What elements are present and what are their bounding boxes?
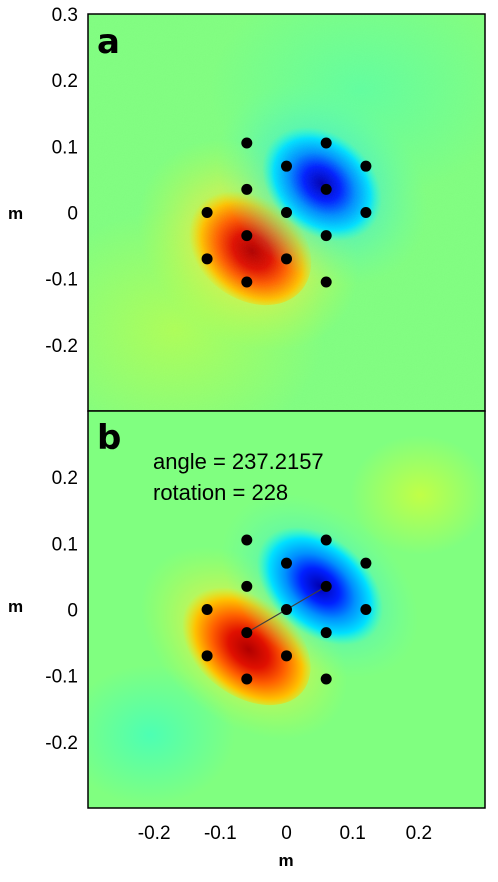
y-tick-label: 0.2 xyxy=(52,468,78,489)
sensor-point xyxy=(320,230,332,242)
sensor-point xyxy=(320,534,332,546)
y-tick-label: 0 xyxy=(67,204,78,225)
y-tick-label: 0.1 xyxy=(52,137,78,158)
sensor-point xyxy=(241,580,253,592)
panel-a-yticks: 0.3 0.2 0.1 0 -0.1 -0.2 xyxy=(45,5,78,357)
y-tick-label: 0.3 xyxy=(52,5,78,26)
sensor-point xyxy=(281,207,292,218)
sensor-point xyxy=(201,650,213,662)
y-tick-label: -0.1 xyxy=(45,270,78,291)
panel-b-xlabel: m xyxy=(278,851,293,870)
x-tick-label: 0 xyxy=(281,823,292,844)
rotation-annotation: rotation = 228 xyxy=(153,480,288,505)
panel-b-xticks: -0.2 -0.1 0 0.1 0.2 xyxy=(138,823,432,844)
y-tick-label: 0 xyxy=(67,601,78,622)
y-tick-label: 0.2 xyxy=(52,71,78,92)
sensor-point xyxy=(201,604,213,615)
panel-a-ylabel: m xyxy=(8,204,23,223)
sensor-point xyxy=(281,650,292,662)
sensor-point xyxy=(281,604,292,615)
sensor-point xyxy=(281,160,292,172)
y-tick-label: -0.1 xyxy=(45,667,78,688)
sensor-point xyxy=(241,276,253,288)
sensor-point xyxy=(241,627,253,639)
sensor-point xyxy=(320,627,332,639)
panel-a: a m 0.3 0.2 0.1 0 -0.1 -0.2 xyxy=(8,5,486,412)
sensor-point xyxy=(360,557,372,569)
sensor-point xyxy=(241,183,253,195)
sensor-point xyxy=(360,160,372,172)
panel-a-field xyxy=(88,14,485,411)
sensor-point xyxy=(201,207,213,218)
y-tick-label: 0.1 xyxy=(52,534,78,555)
x-tick-label: -0.1 xyxy=(204,823,237,844)
sensor-point xyxy=(320,580,332,592)
panel-b-ylabel: m xyxy=(8,597,23,616)
sensor-point xyxy=(241,534,253,546)
sensor-point xyxy=(281,557,292,569)
sensor-point xyxy=(320,183,332,195)
sensor-point xyxy=(241,230,253,242)
panel-b-field xyxy=(88,411,485,808)
sensor-point xyxy=(360,207,372,218)
sensor-point xyxy=(320,673,332,685)
y-tick-label: -0.2 xyxy=(45,336,78,357)
sensor-point xyxy=(241,137,253,149)
sensor-point xyxy=(281,253,292,265)
sensor-point xyxy=(201,253,213,265)
x-tick-label: 0.1 xyxy=(339,823,365,844)
x-tick-label: -0.2 xyxy=(138,823,171,844)
sensor-point xyxy=(320,137,332,149)
panel-b-points xyxy=(201,534,372,685)
angle-annotation: angle = 237.2157 xyxy=(153,449,324,474)
panel-b: b angle = 237.2157 rotation = 228 m m 0.… xyxy=(8,410,486,870)
panel-a-label: a xyxy=(97,22,120,62)
panel-a-points xyxy=(201,137,372,288)
x-tick-label: 0.2 xyxy=(406,823,432,844)
panel-b-frame xyxy=(87,410,486,809)
panel-b-label: b xyxy=(97,418,121,458)
panel-b-yticks: 0.2 0.1 0 -0.1 -0.2 xyxy=(45,468,78,754)
sensor-point xyxy=(360,604,372,615)
sensor-point xyxy=(241,673,253,685)
sensor-point xyxy=(320,276,332,288)
y-tick-label: -0.2 xyxy=(45,733,78,754)
